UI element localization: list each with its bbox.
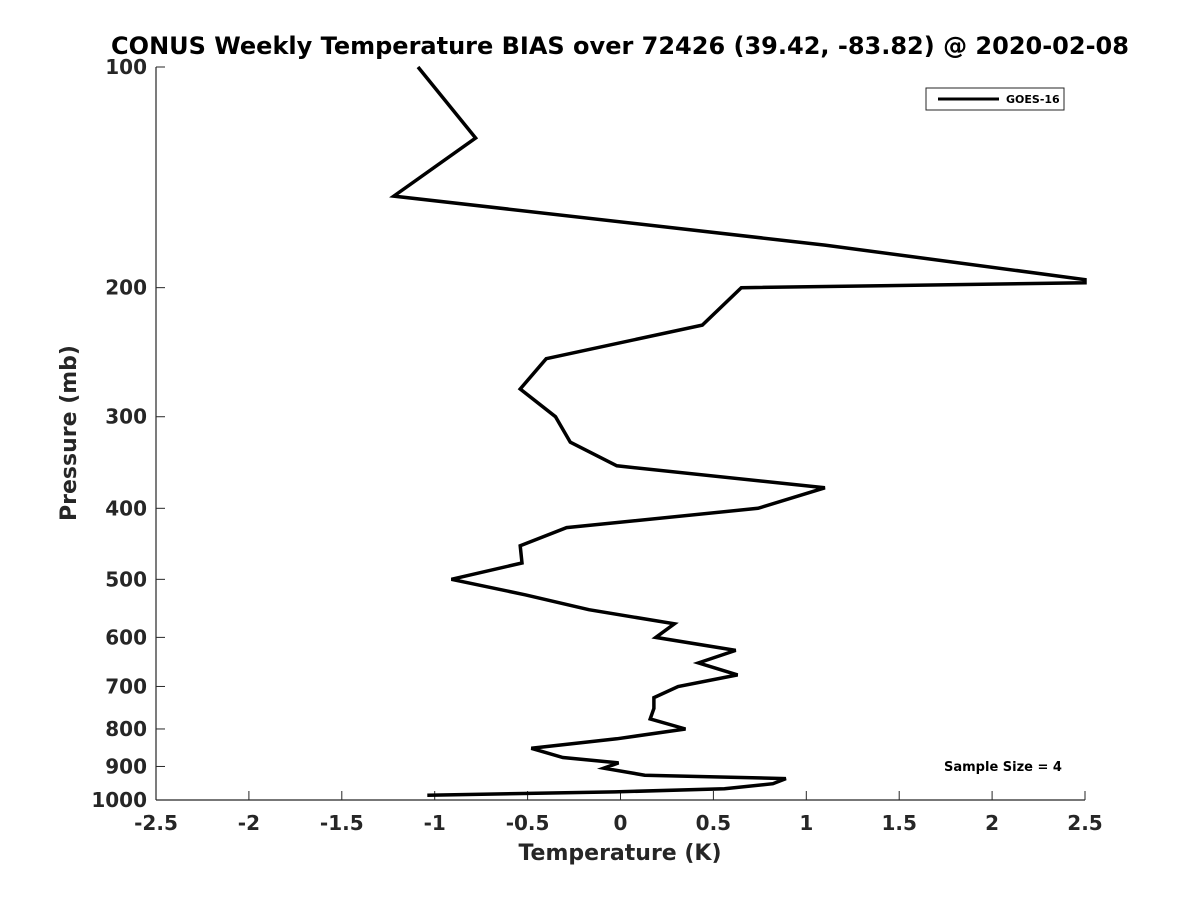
- y-tick-label: 900: [105, 754, 147, 778]
- y-ticks: 100 200 300 400 500 600 700 800 900 1000: [91, 55, 165, 812]
- y-tick-label: 800: [105, 717, 147, 741]
- chart-title: CONUS Weekly Temperature BIAS over 72426…: [111, 32, 1129, 60]
- y-tick-label: 600: [105, 625, 147, 649]
- x-tick-label: 0: [614, 811, 628, 835]
- y-tick-label: 500: [105, 567, 147, 591]
- y-tick-label: 1000: [91, 788, 147, 812]
- x-axis-label: Temperature (K): [518, 841, 721, 866]
- x-tick-label: -2: [238, 811, 260, 835]
- x-tick-label: 1: [799, 811, 813, 835]
- y-tick-label: 700: [105, 674, 147, 698]
- y-tick-label: 400: [105, 496, 147, 520]
- x-ticks: -2.5 -2 -1.5 -1 -0.5 0 0.5 1 1.5 2 2.5: [134, 791, 1103, 835]
- y-axis-label: Pressure (mb): [57, 345, 82, 521]
- y-tick-label: 200: [105, 276, 147, 300]
- legend-label: GOES-16: [1006, 93, 1060, 106]
- x-tick-label: -1.5: [320, 811, 364, 835]
- y-tick-label: 100: [105, 55, 147, 79]
- sample-size-annotation: Sample Size = 4: [944, 760, 1062, 775]
- x-tick-label: 1.5: [881, 811, 916, 835]
- series-group: [389, 65, 1087, 797]
- x-tick-label: -1: [424, 811, 446, 835]
- series-line: [389, 65, 1087, 797]
- plot-area: [156, 67, 1085, 800]
- x-tick-label: 0.5: [696, 811, 731, 835]
- y-tick-label: 300: [105, 405, 147, 429]
- x-tick-label: 2: [985, 811, 999, 835]
- x-tick-label: -0.5: [506, 811, 550, 835]
- x-tick-label: -2.5: [134, 811, 178, 835]
- x-tick-label: 2.5: [1067, 811, 1102, 835]
- legend: GOES-16: [925, 87, 1065, 111]
